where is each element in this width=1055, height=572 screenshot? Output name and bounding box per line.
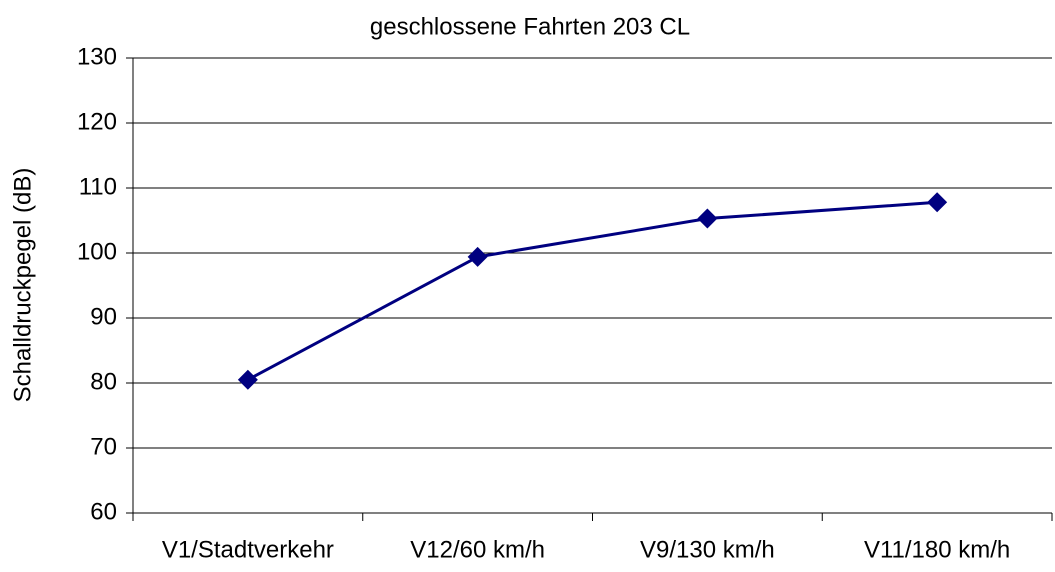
x-tick-label: V12/60 km/h	[410, 536, 545, 563]
marker	[467, 246, 488, 267]
line	[247, 200, 938, 382]
x-tick-label: V1/Stadtverkehr	[162, 536, 334, 563]
y-tick-label: 60	[90, 498, 117, 525]
y-tick-label: 80	[90, 368, 117, 395]
y-tick-label: 100	[77, 238, 117, 265]
marker	[927, 192, 948, 213]
x-tick-label: V11/180 km/h	[864, 536, 1010, 563]
y-tick-label: 120	[77, 108, 117, 135]
marker	[697, 208, 718, 229]
y-tick-label: 90	[90, 303, 117, 330]
y-tick-label: 130	[77, 43, 117, 70]
y-tick-label: 70	[90, 433, 117, 460]
chart-title: geschlossene Fahrten 203 CL	[370, 13, 690, 40]
y-tick-label: 110	[79, 173, 117, 200]
x-tick-label: V9/130 km/h	[640, 536, 775, 563]
marker	[237, 369, 258, 390]
y-axis-label: Schalldruckpegel (dB)	[9, 168, 36, 403]
